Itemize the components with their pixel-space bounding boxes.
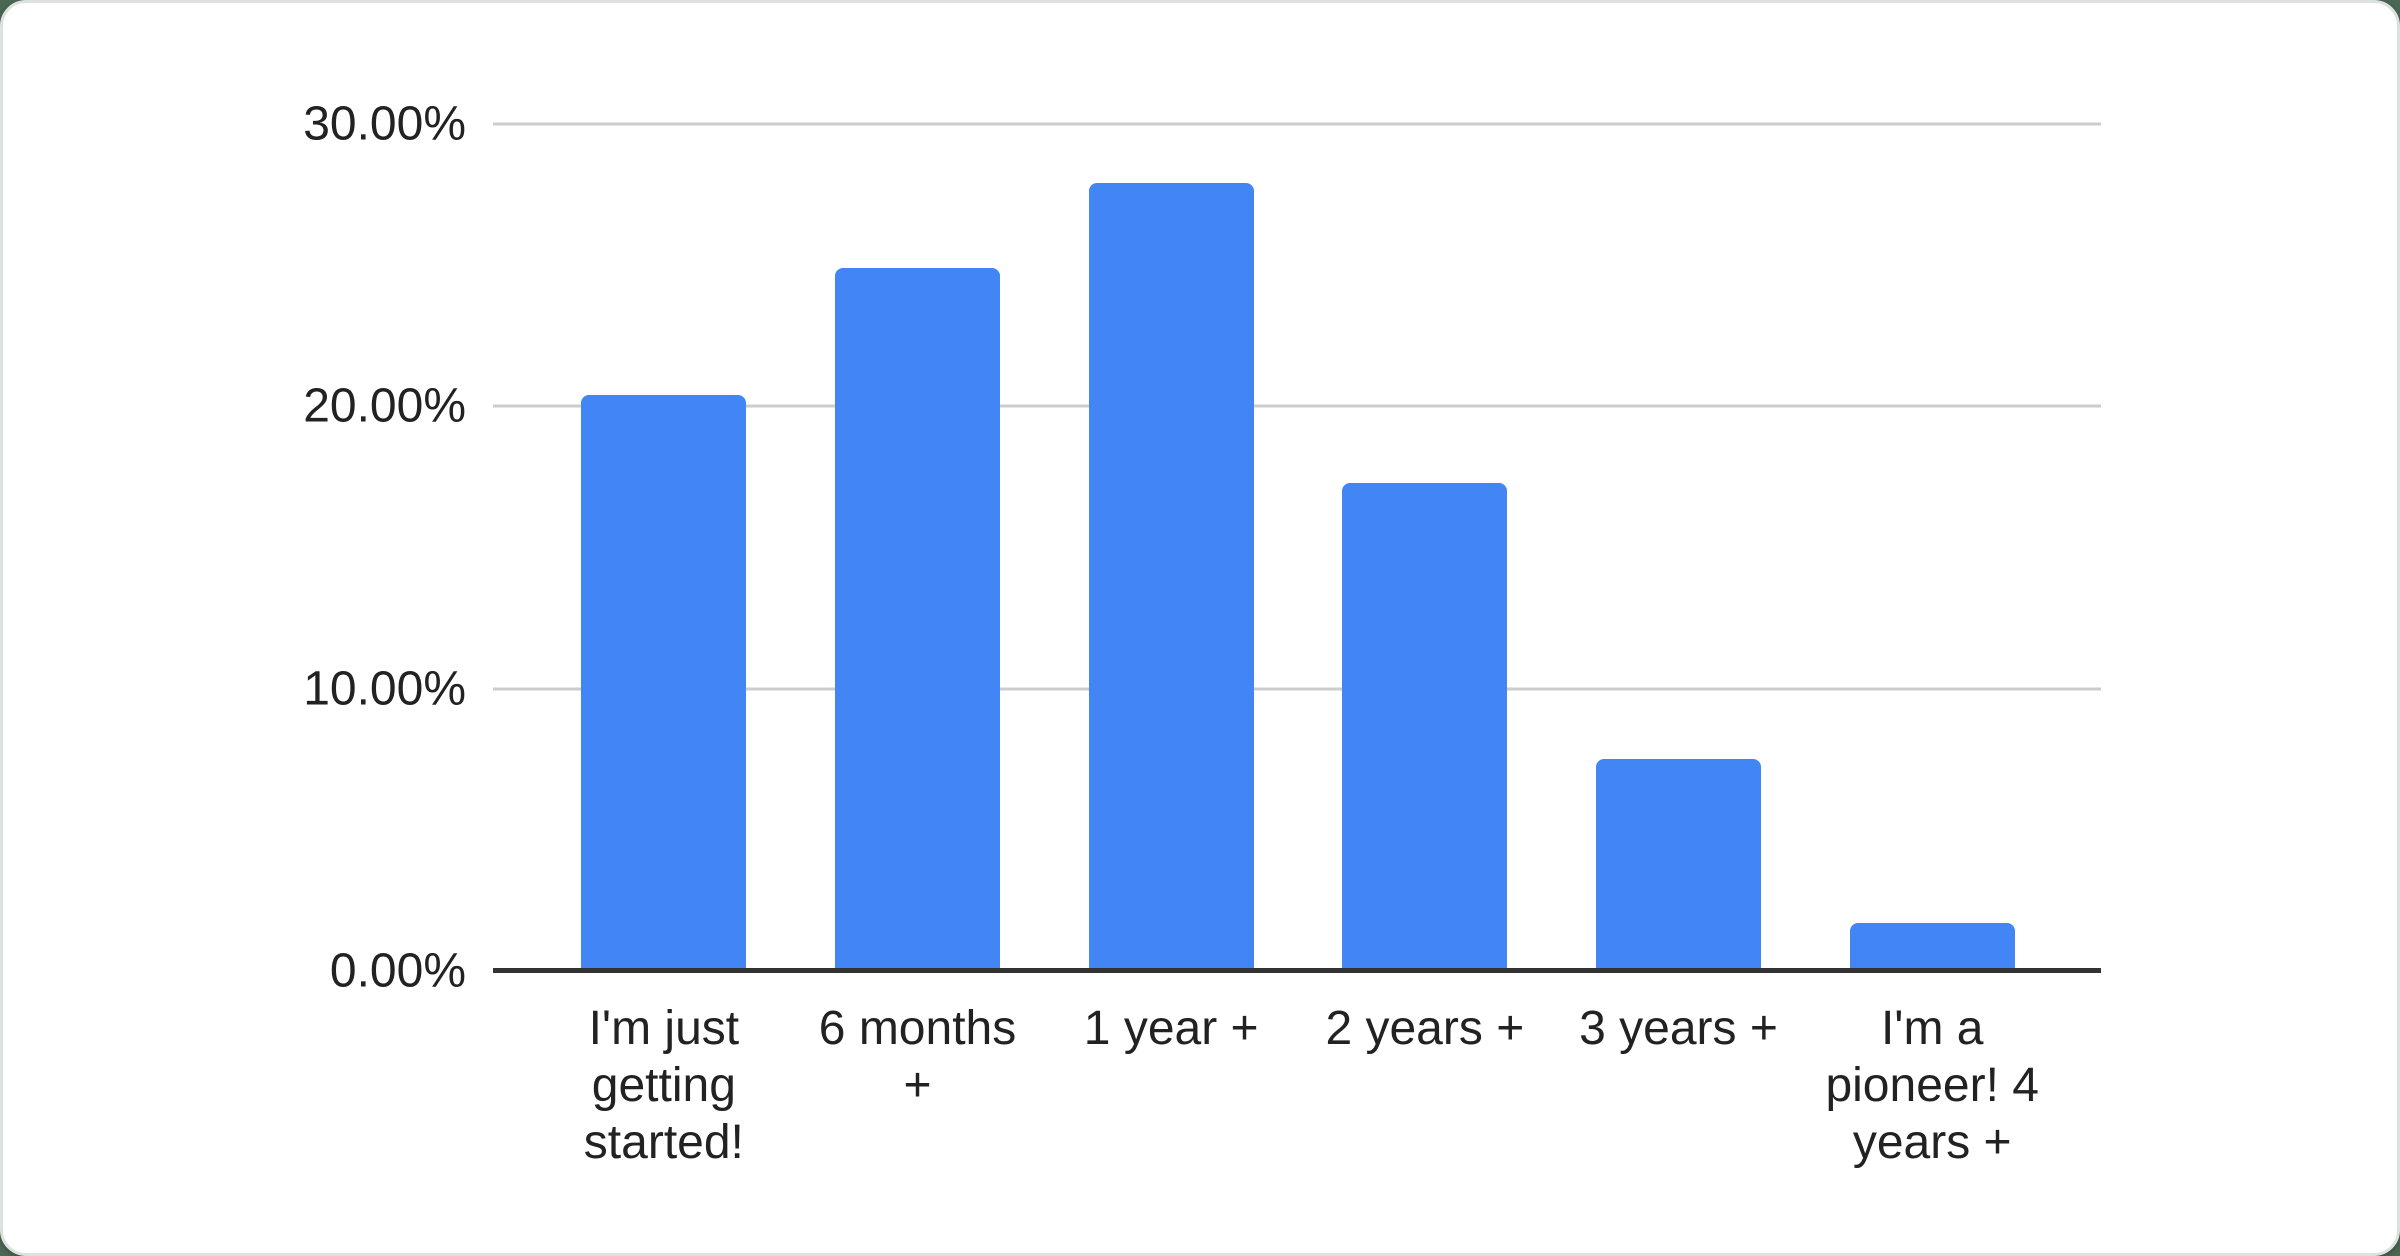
bar-cell	[537, 124, 791, 971]
bars-row	[537, 124, 2059, 971]
x-tick-label: I'm a pioneer! 4 years +	[1825, 1002, 2039, 1169]
x-tick-label: I'm just getting started!	[583, 1002, 744, 1169]
x-tick-label: 6 months +	[818, 1002, 1017, 1112]
bar-chart: 0.00% 10.00% 20.00% 30.00% I'm just getting…	[3, 3, 2397, 1253]
bar-3[interactable]	[1088, 183, 1254, 971]
bar-5[interactable]	[1596, 759, 1762, 971]
x-tick-label: 2 years +	[1325, 1002, 1525, 1055]
x-tick-label: 3 years +	[1579, 1002, 1778, 1055]
y-tick-label: 30.00%	[303, 97, 466, 151]
bar-6[interactable]	[1849, 923, 2015, 971]
y-tick-label: 0.00%	[329, 944, 466, 998]
bar-1[interactable]	[581, 395, 747, 971]
y-tick-label: 10.00%	[303, 662, 466, 716]
bar-4[interactable]	[1342, 482, 1508, 971]
bar-cell	[1552, 124, 1806, 971]
x-tick-label: 1 year +	[1083, 1002, 1259, 1055]
gridline	[493, 404, 2101, 408]
bar-cell	[791, 124, 1045, 971]
bar-cell	[1044, 124, 1298, 971]
x-axis: I'm just getting started! 6 months + 1 yea…	[537, 1000, 2059, 1171]
plot-area	[493, 122, 2101, 973]
bar-cell	[1805, 124, 2059, 971]
bar-cell	[1298, 124, 1552, 971]
y-tick-label: 20.00%	[303, 379, 466, 433]
gridline	[493, 122, 2101, 126]
y-axis: 0.00% 10.00% 20.00% 30.00%	[3, 98, 466, 998]
x-axis-line	[493, 968, 2101, 973]
gridline	[493, 687, 2101, 691]
bar-2[interactable]	[835, 268, 1000, 971]
